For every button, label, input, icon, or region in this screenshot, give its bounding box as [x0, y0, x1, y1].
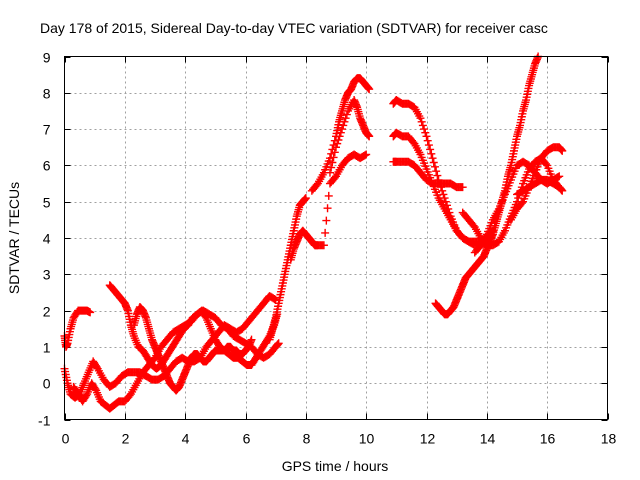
- data-point: [424, 141, 433, 150]
- data-point: [517, 199, 526, 208]
- y-tick-label: 8: [43, 86, 51, 102]
- x-tick-label: 4: [182, 431, 190, 447]
- data-point: [362, 150, 371, 159]
- data-point: [328, 158, 337, 167]
- x-tick-label: 0: [62, 431, 70, 447]
- data-point: [338, 125, 347, 134]
- series-arc-10: [389, 96, 497, 246]
- y-tick-label: 9: [43, 50, 51, 66]
- series-arc-12: [389, 157, 467, 192]
- chart-title: Day 178 of 2015, Sidereal Day-to-day VTE…: [40, 20, 548, 36]
- data-point: [433, 171, 442, 180]
- data-point: [301, 194, 310, 203]
- data-point: [416, 114, 425, 123]
- data-point: [458, 183, 467, 192]
- data-point: [421, 128, 430, 137]
- data-point: [439, 190, 448, 199]
- y-tick-label: 1: [43, 340, 51, 356]
- x-tick-label: 14: [480, 431, 496, 447]
- y-tick-label: 5: [43, 195, 51, 211]
- y-axis-label: SDTVAR / TECUs: [6, 182, 22, 294]
- data-point: [426, 145, 435, 154]
- data-point: [339, 121, 348, 130]
- data-point: [422, 132, 431, 141]
- x-tick-label: 6: [243, 431, 251, 447]
- y-tick-label: 3: [43, 267, 51, 283]
- series-arc-9: [325, 96, 374, 177]
- data-point: [336, 128, 345, 137]
- data-point: [429, 158, 438, 167]
- series-arc-2: [60, 292, 280, 402]
- data-point: [247, 335, 256, 344]
- x-tick-label: 12: [420, 431, 436, 447]
- data-point: [322, 216, 331, 225]
- data-point: [332, 143, 340, 152]
- plot-frame: [64, 56, 608, 420]
- data-point: [325, 168, 334, 177]
- x-tick-label: 10: [359, 431, 375, 447]
- data-point: [325, 154, 334, 163]
- series-arc-1: [60, 306, 95, 351]
- data-point: [327, 163, 336, 172]
- y-tick-label: 2: [43, 304, 51, 320]
- data-point: [201, 312, 210, 321]
- series-arc-14: [458, 154, 564, 250]
- y-tick-label: 7: [43, 122, 51, 138]
- series-arc-7: [286, 150, 371, 264]
- data-point: [321, 228, 330, 237]
- data-point: [418, 121, 427, 130]
- y-tick-label: -1: [38, 413, 51, 429]
- series-arc-17: [513, 175, 567, 199]
- x-tick-label: 16: [540, 431, 556, 447]
- data-point: [558, 186, 567, 195]
- data-point: [334, 135, 343, 144]
- data-point: [420, 125, 429, 134]
- data-point: [270, 294, 279, 303]
- data-point: [558, 146, 567, 155]
- data-point: [360, 151, 369, 160]
- data-points: [60, 52, 567, 413]
- series-arc-5: [129, 302, 256, 395]
- data-point: [541, 159, 550, 168]
- data-point: [342, 110, 351, 119]
- y-tick-label: 4: [43, 231, 51, 247]
- data-point: [430, 162, 439, 171]
- data-point: [333, 139, 342, 148]
- data-point: [274, 339, 283, 348]
- data-point: [86, 308, 95, 317]
- data-point: [329, 153, 338, 162]
- data-point: [417, 117, 426, 126]
- data-point: [324, 191, 333, 200]
- x-tick-label: 8: [303, 431, 311, 447]
- x-axis-label: GPS time / hours: [282, 458, 389, 474]
- y-tick-label: 6: [43, 158, 51, 174]
- data-point: [319, 241, 328, 250]
- data-point: [340, 117, 349, 126]
- x-tick-label: 18: [601, 431, 617, 447]
- series-arc-4: [105, 281, 282, 373]
- data-point: [438, 186, 447, 195]
- data-point: [423, 136, 432, 145]
- data-point: [555, 172, 564, 181]
- x-tick-label: 2: [122, 431, 130, 447]
- series-arc-6: [265, 194, 310, 344]
- data-point: [330, 148, 339, 157]
- data-point: [432, 167, 441, 176]
- data-point: [427, 149, 436, 158]
- data-point: [335, 132, 344, 141]
- data-point: [82, 391, 91, 400]
- y-tick-label: 0: [43, 376, 51, 392]
- data-point: [323, 204, 332, 213]
- data-point: [365, 85, 374, 94]
- data-point: [341, 114, 350, 123]
- data-point: [365, 132, 374, 141]
- data-point: [91, 385, 100, 394]
- data-point: [554, 173, 563, 182]
- data-point: [428, 154, 437, 163]
